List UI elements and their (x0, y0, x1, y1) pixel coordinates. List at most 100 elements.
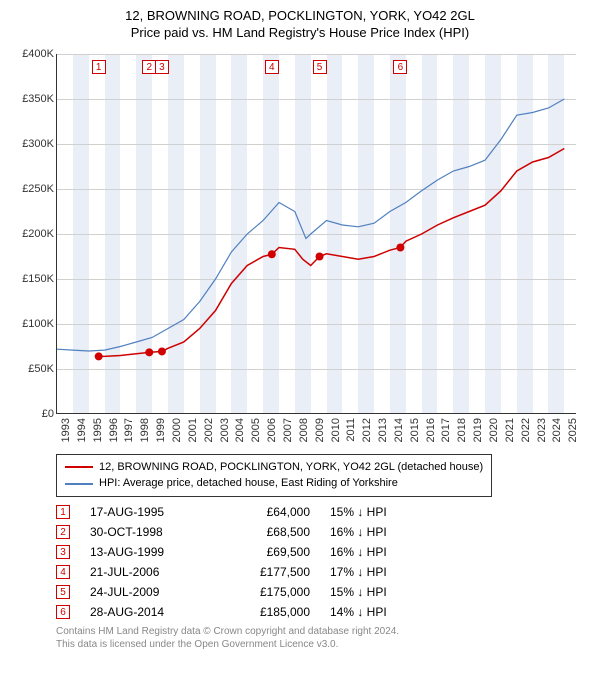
event-delta: 15% ↓ HPI (330, 585, 420, 599)
x-axis-tick: 2019 (472, 418, 484, 442)
x-axis-tick: 1995 (92, 418, 104, 442)
event-price: £69,500 (220, 545, 310, 559)
footer-line-1: Contains HM Land Registry data © Crown c… (56, 625, 588, 638)
event-row: 3 13-AUG-1999 £69,500 16% ↓ HPI (56, 545, 588, 559)
x-axis-tick: 2005 (250, 418, 262, 442)
y-axis-tick: £0 (12, 408, 54, 420)
x-axis-tick: 2000 (171, 418, 183, 442)
event-date: 30-OCT-1998 (90, 525, 200, 539)
legend-swatch-blue (65, 483, 93, 485)
event-date: 24-JUL-2009 (90, 585, 200, 599)
x-axis-tick: 2016 (425, 418, 437, 442)
chart-area: 123456 £0£50K£100K£150K£200K£250K£300K£3… (12, 46, 588, 446)
event-row: 5 24-JUL-2009 £175,000 15% ↓ HPI (56, 585, 588, 599)
x-axis-tick: 2015 (409, 418, 421, 442)
event-price: £175,000 (220, 585, 310, 599)
y-axis-tick: £250K (12, 183, 54, 195)
footer-line-2: This data is licensed under the Open Gov… (56, 638, 588, 651)
x-axis-tick: 2010 (330, 418, 342, 442)
x-axis-tick: 2017 (440, 418, 452, 442)
y-axis-tick: £200K (12, 228, 54, 240)
x-axis-tick: 2020 (488, 418, 500, 442)
event-number: 4 (56, 565, 70, 579)
x-axis-tick: 2022 (520, 418, 532, 442)
title-line-1: 12, BROWNING ROAD, POCKLINGTON, YORK, YO… (12, 8, 588, 25)
y-axis-tick: £350K (12, 93, 54, 105)
events-table: 1 17-AUG-1995 £64,000 15% ↓ HPI 2 30-OCT-1998… (56, 505, 588, 619)
x-axis-tick: 2003 (219, 418, 231, 442)
event-number: 6 (56, 605, 70, 619)
x-axis-tick: 2008 (298, 418, 310, 442)
sale-marker-dot (95, 352, 103, 360)
x-axis-tick: 2021 (504, 418, 516, 442)
hpi-line (57, 99, 564, 351)
x-axis-tick: 2014 (393, 418, 405, 442)
sale-marker-label: 6 (393, 60, 407, 74)
x-axis-tick: 2023 (536, 418, 548, 442)
price-paid-line (99, 148, 565, 356)
event-date: 17-AUG-1995 (90, 505, 200, 519)
event-delta: 17% ↓ HPI (330, 565, 420, 579)
footer-attribution: Contains HM Land Registry data © Crown c… (56, 625, 588, 651)
x-axis-tick: 2009 (314, 418, 326, 442)
legend-box: 12, BROWNING ROAD, POCKLINGTON, YORK, YO… (56, 454, 492, 497)
x-axis-tick: 1996 (108, 418, 120, 442)
x-axis-tick: 2013 (377, 418, 389, 442)
event-price: £185,000 (220, 605, 310, 619)
event-delta: 16% ↓ HPI (330, 525, 420, 539)
x-axis-tick: 1997 (123, 418, 135, 442)
y-axis-tick: £400K (12, 48, 54, 60)
sale-marker-dot (396, 243, 404, 251)
sale-marker-label: 4 (265, 60, 279, 74)
x-axis-tick: 1993 (60, 418, 72, 442)
event-number: 5 (56, 585, 70, 599)
event-delta: 15% ↓ HPI (330, 505, 420, 519)
y-axis-tick: £300K (12, 138, 54, 150)
sale-marker-label: 5 (313, 60, 327, 74)
plot-svg (57, 54, 577, 414)
event-delta: 16% ↓ HPI (330, 545, 420, 559)
chart-container: 12, BROWNING ROAD, POCKLINGTON, YORK, YO… (0, 0, 600, 680)
legend-label-blue: HPI: Average price, detached house, East… (99, 475, 398, 492)
event-delta: 14% ↓ HPI (330, 605, 420, 619)
plot-region: 123456 (56, 54, 576, 414)
sale-marker-dot (158, 347, 166, 355)
legend-row-blue: HPI: Average price, detached house, East… (65, 475, 483, 492)
event-price: £64,000 (220, 505, 310, 519)
event-number: 2 (56, 525, 70, 539)
x-axis-tick: 2004 (234, 418, 246, 442)
x-axis-tick: 2006 (266, 418, 278, 442)
event-date: 28-AUG-2014 (90, 605, 200, 619)
event-number: 1 (56, 505, 70, 519)
event-row: 4 21-JUL-2006 £177,500 17% ↓ HPI (56, 565, 588, 579)
event-row: 6 28-AUG-2014 £185,000 14% ↓ HPI (56, 605, 588, 619)
x-axis-tick: 2025 (567, 418, 579, 442)
legend-row-red: 12, BROWNING ROAD, POCKLINGTON, YORK, YO… (65, 459, 483, 476)
chart-title: 12, BROWNING ROAD, POCKLINGTON, YORK, YO… (12, 8, 588, 42)
x-axis-tick: 1999 (155, 418, 167, 442)
y-axis-tick: £100K (12, 318, 54, 330)
x-axis-tick: 2012 (361, 418, 373, 442)
event-number: 3 (56, 545, 70, 559)
x-axis-tick: 2024 (551, 418, 563, 442)
x-axis-tick: 2002 (203, 418, 215, 442)
x-axis-tick: 2001 (187, 418, 199, 442)
x-axis-tick: 2018 (456, 418, 468, 442)
event-row: 2 30-OCT-1998 £68,500 16% ↓ HPI (56, 525, 588, 539)
event-row: 1 17-AUG-1995 £64,000 15% ↓ HPI (56, 505, 588, 519)
legend-label-red: 12, BROWNING ROAD, POCKLINGTON, YORK, YO… (99, 459, 483, 476)
event-date: 21-JUL-2006 (90, 565, 200, 579)
x-axis-tick: 1994 (76, 418, 88, 442)
sale-marker-label: 3 (155, 60, 169, 74)
sale-marker-dot (316, 252, 324, 260)
event-date: 13-AUG-1999 (90, 545, 200, 559)
x-axis-tick: 1998 (139, 418, 151, 442)
y-axis-tick: £150K (12, 273, 54, 285)
x-axis-tick: 2007 (282, 418, 294, 442)
event-price: £68,500 (220, 525, 310, 539)
x-axis-tick: 2011 (345, 418, 357, 442)
legend-swatch-red (65, 466, 93, 468)
sale-marker-label: 1 (92, 60, 106, 74)
sale-marker-dot (268, 250, 276, 258)
event-price: £177,500 (220, 565, 310, 579)
